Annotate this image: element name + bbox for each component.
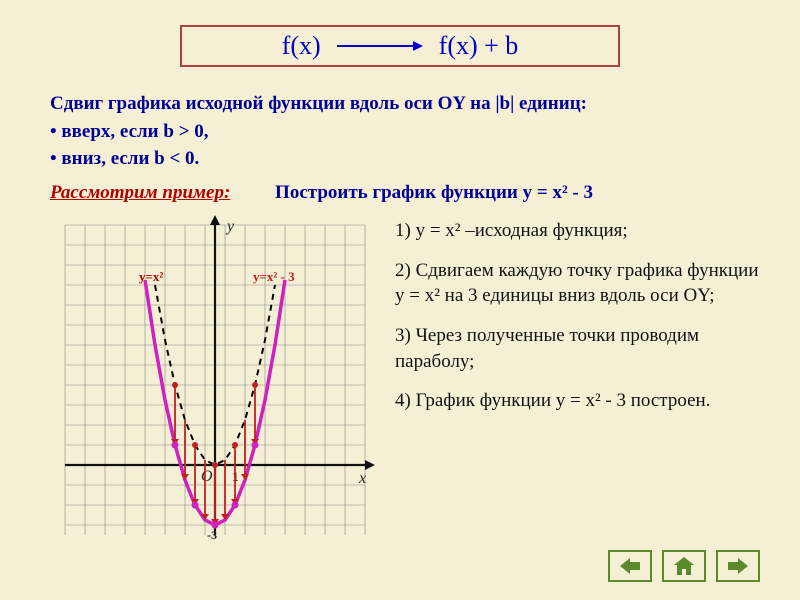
shift-rule: Сдвиг графика исходной функции вдоль оси… <box>50 90 760 173</box>
step-2: 2) Сдвигаем каждую точку графика функции… <box>395 258 770 309</box>
svg-text:-3: -3 <box>207 528 217 542</box>
next-button[interactable] <box>716 550 760 582</box>
arrow-right-icon <box>726 557 750 575</box>
example-label: Рассмотрим пример: <box>50 182 230 203</box>
svg-text:y: y <box>225 218 235 235</box>
rule-up: вверх, если b > 0, <box>61 121 208 142</box>
steps: 1) y = x² –исходная функция; 2) Сдвигаем… <box>395 218 770 428</box>
formula-left: f(x) <box>282 31 321 61</box>
chart-svg: yxO1-3y=x²y=x² - 3 <box>45 215 385 555</box>
example-task: Построить график функции y = x² - 3 <box>275 182 593 203</box>
svg-text:y=x² - 3: y=x² - 3 <box>253 269 295 284</box>
step-4: 4) График функции y = x² - 3 построен. <box>395 388 770 414</box>
arrow-icon <box>335 38 425 54</box>
step-3: 3) Через полученные точки проводим параб… <box>395 323 770 374</box>
chart: yxO1-3y=x²y=x² - 3 <box>45 215 385 555</box>
rule-down: вниз, если b < 0. <box>61 148 199 169</box>
step-1: 1) y = x² –исходная функция; <box>395 218 770 244</box>
home-button[interactable] <box>662 550 706 582</box>
svg-text:y=x²: y=x² <box>139 269 163 284</box>
formula-box: f(x) f(x) + b <box>180 25 620 67</box>
prev-button[interactable] <box>608 550 652 582</box>
nav-buttons <box>608 550 760 582</box>
home-icon <box>672 556 696 576</box>
svg-text:O: O <box>201 468 213 485</box>
svg-text:x: x <box>358 470 366 487</box>
formula-right: f(x) + b <box>439 31 519 61</box>
example-line: Рассмотрим пример: Построить график функ… <box>50 182 593 204</box>
arrow-left-icon <box>618 557 642 575</box>
rule-main: Сдвиг графика исходной функции вдоль оси… <box>50 90 760 118</box>
